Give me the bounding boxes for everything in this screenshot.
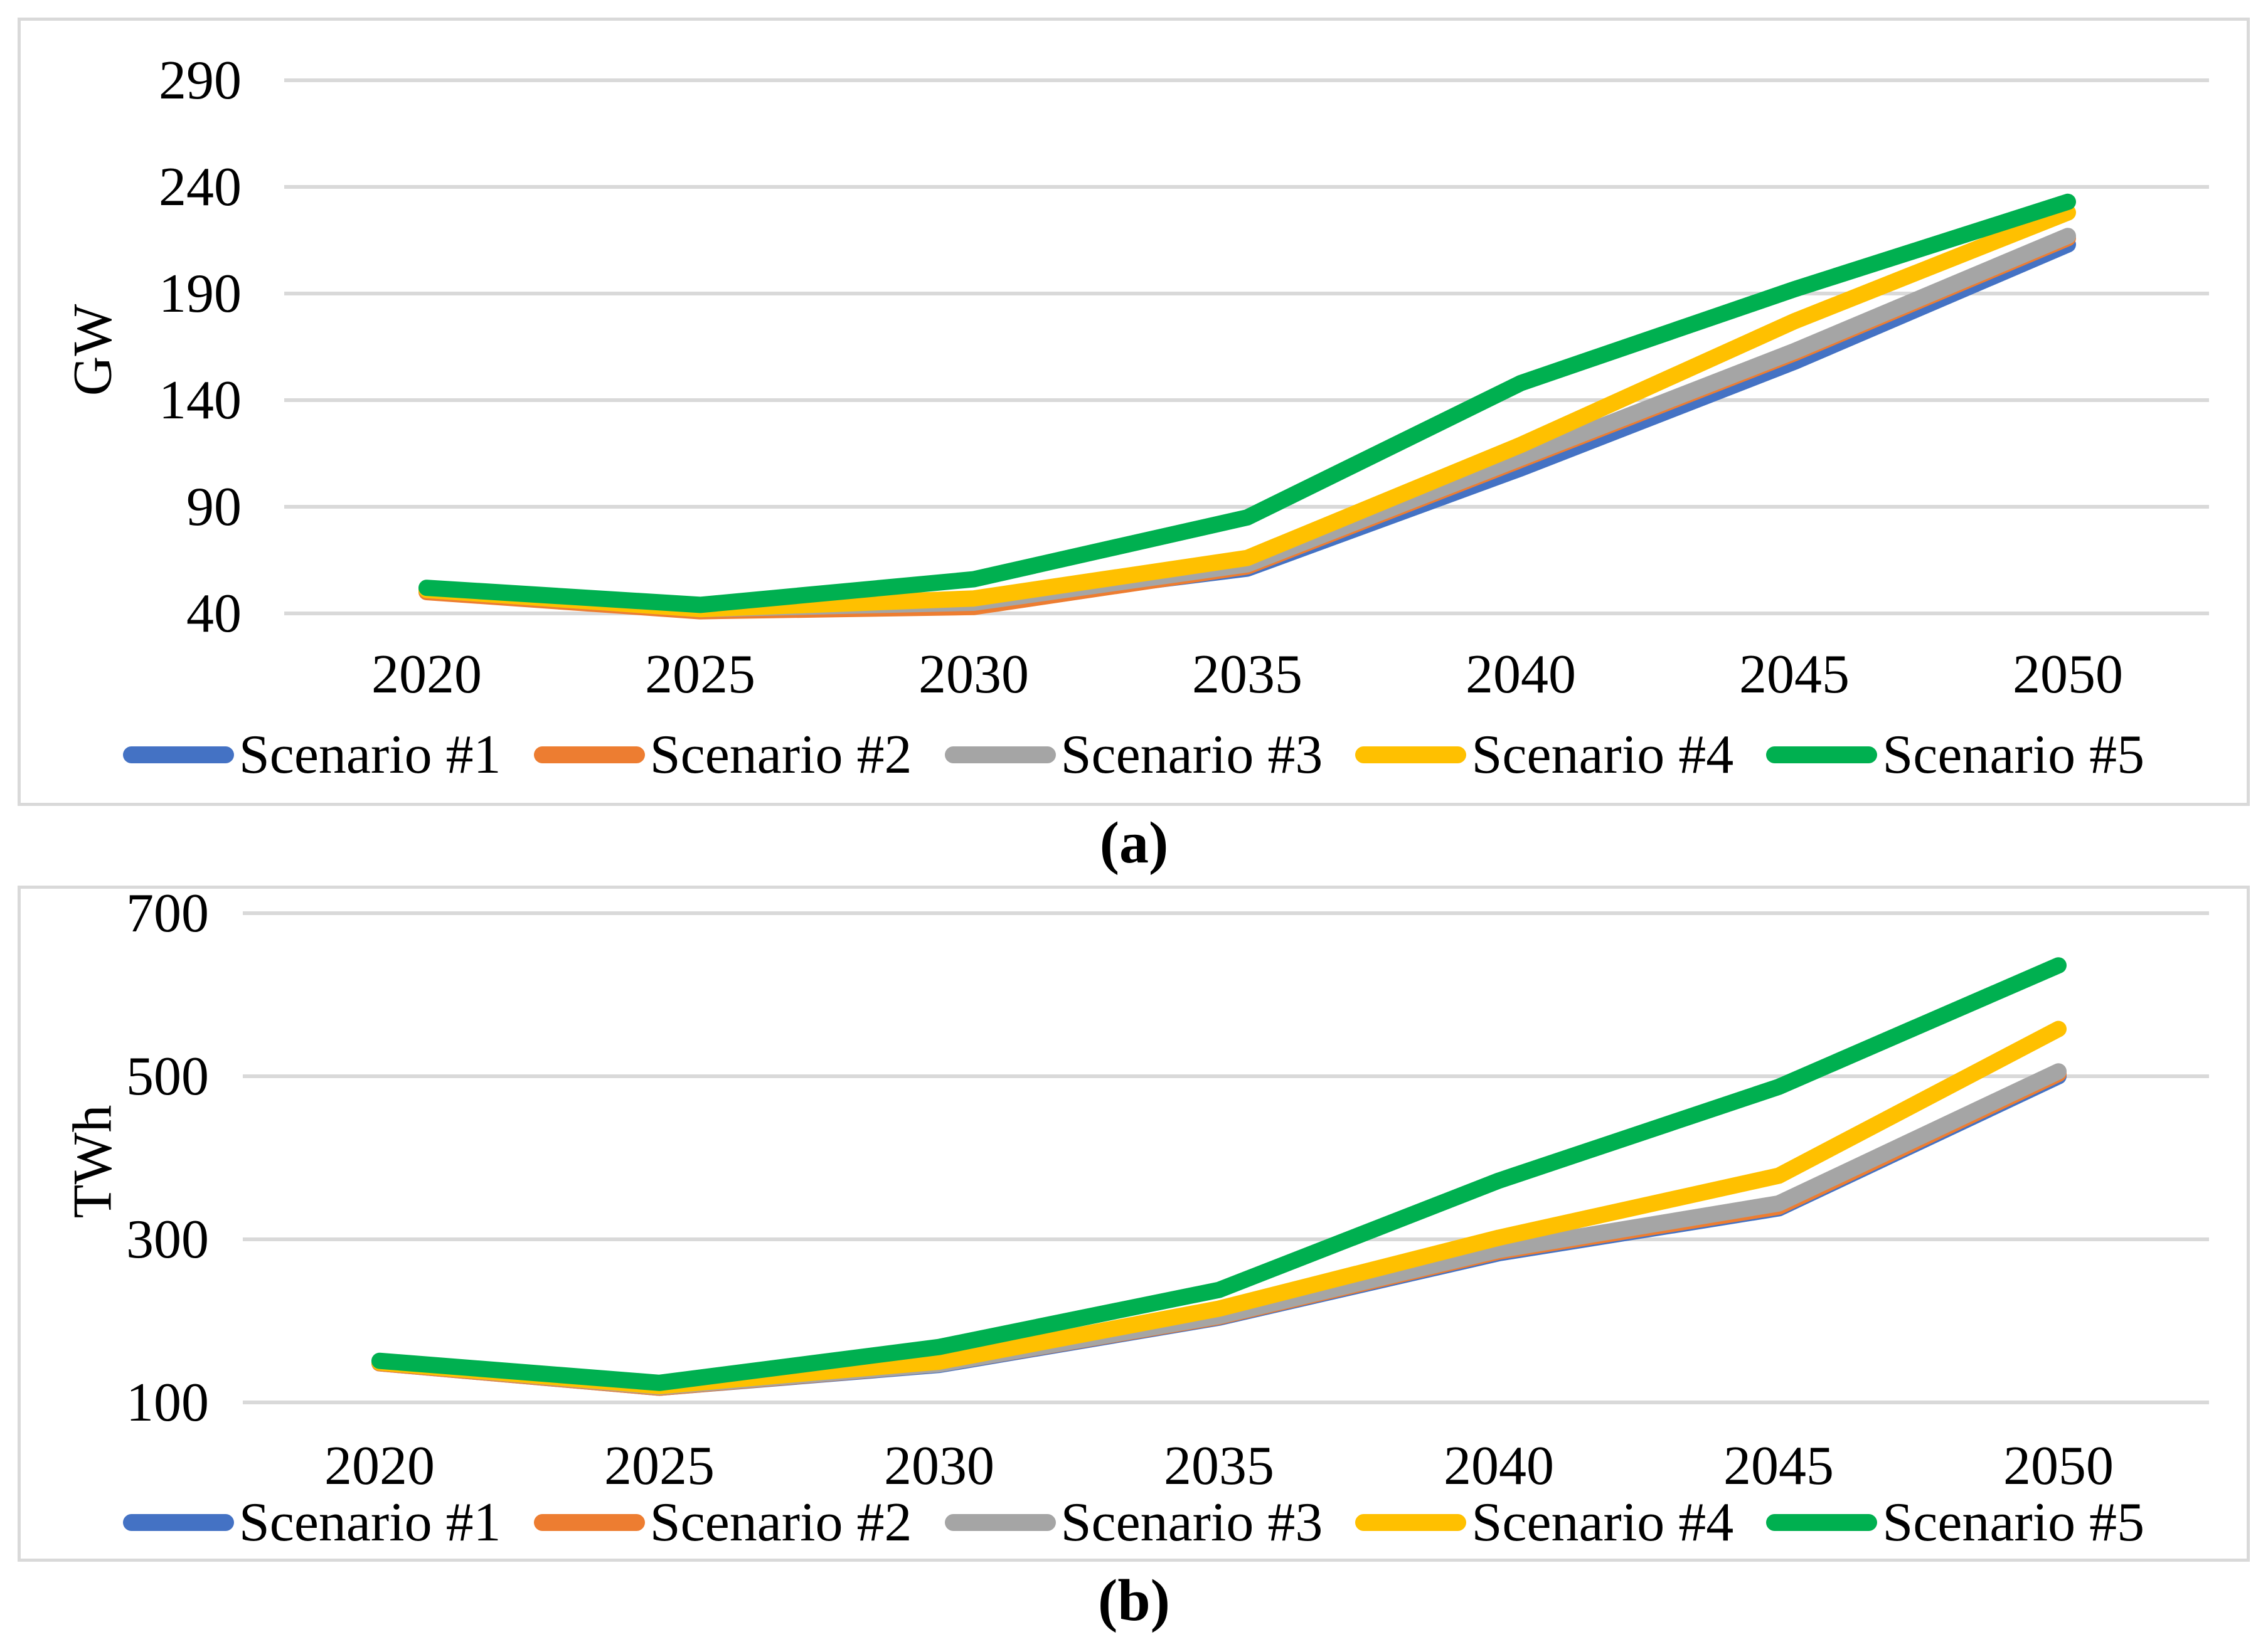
legend-item-scenario-1: Scenario #1: [122, 1491, 501, 1554]
legend-swatch-scenario-4: [1355, 746, 1467, 763]
y-tick-label: 40: [186, 583, 242, 644]
caption-a: (a): [1099, 810, 1169, 876]
x-tick-label: 2035: [1192, 644, 1302, 705]
legend-item-scenario-3: Scenario #3: [944, 723, 1323, 787]
legend-item-scenario-2: Scenario #2: [533, 1491, 912, 1554]
legend-label: Scenario #3: [1060, 1491, 1323, 1553]
legend-item-scenario-1: Scenario #1: [122, 723, 501, 787]
chart-a-plot: 290 240 190 140 90 40 2020 2025 2030 2035 2040 2045…: [159, 50, 2209, 705]
series-line-scenario-5: [371, 957, 2067, 1391]
legend-item-scenario-2: Scenario #2: [533, 723, 912, 787]
legend-swatch-scenario-2: [533, 1513, 645, 1531]
x-tick-label: 2035: [1164, 1436, 1274, 1496]
y-tick-label: 290: [159, 50, 242, 111]
x-tick-label: 2025: [645, 644, 755, 705]
chart-b-panel: 700 500 300 100 2020 2025 2030 2035 2040 2045 2050…: [18, 886, 2250, 1562]
x-tick-label: 2050: [2013, 644, 2123, 705]
legend-label: Scenario #1: [238, 724, 501, 785]
x-tick-label: 2040: [1444, 1436, 1554, 1496]
legend-swatch-scenario-4: [1355, 1513, 1467, 1531]
chart-a-panel: 290 240 190 140 90 40 2020 2025 2030 2035 2040 2045…: [18, 18, 2250, 806]
legend-swatch-scenario-5: [1766, 1513, 1878, 1531]
legend-swatch-scenario-3: [944, 1513, 1056, 1531]
legend-item-scenario-5: Scenario #5: [1766, 723, 2144, 787]
legend-label: Scenario #3: [1060, 724, 1323, 785]
legend-item-scenario-3: Scenario #3: [944, 1491, 1323, 1554]
chart-a-y-axis-title: GW: [62, 304, 124, 396]
chart-b-y-axis-title: TWh: [62, 1104, 124, 1219]
legend-swatch-scenario-5: [1766, 746, 1878, 763]
chart-b-legend: Scenario #1 Scenario #2 Scenario #3 Scen…: [21, 1492, 2247, 1553]
caption-b: (b): [1098, 1568, 1170, 1633]
chart-b-plot: 700 500 300 100 2020 2025 2030 2035 2040 2045 2050: [126, 889, 2209, 1496]
y-tick-label: 300: [126, 1209, 209, 1270]
legend-label: Scenario #5: [1882, 1491, 2145, 1553]
x-tick-label: 2020: [324, 1436, 435, 1496]
legend-label: Scenario #2: [649, 724, 912, 785]
legend-swatch-scenario-1: [122, 1513, 234, 1531]
y-tick-label: 500: [126, 1046, 209, 1107]
chart-a-legend: Scenario #1 Scenario #2 Scenario #3 Scen…: [21, 724, 2247, 785]
x-tick-label: 2045: [1739, 644, 1850, 705]
legend-item-scenario-5: Scenario #5: [1766, 1491, 2144, 1554]
legend-swatch-scenario-1: [122, 746, 234, 763]
legend-label: Scenario #2: [649, 1491, 912, 1553]
y-tick-label: 240: [159, 157, 242, 218]
x-tick-label: 2030: [918, 644, 1029, 705]
legend-label: Scenario #4: [1471, 724, 1734, 785]
legend-item-scenario-4: Scenario #4: [1355, 723, 1733, 787]
legend-item-scenario-4: Scenario #4: [1355, 1491, 1733, 1554]
y-tick-label: 140: [159, 370, 242, 431]
series-line-scenario-5: [418, 193, 2076, 613]
y-tick-label: 700: [126, 889, 209, 944]
y-tick-label: 90: [186, 477, 242, 538]
x-tick-label: 2040: [1466, 644, 1576, 705]
y-tick-label: 100: [126, 1372, 209, 1433]
legend-label: Scenario #1: [238, 1491, 501, 1553]
legend-label: Scenario #4: [1471, 1491, 1734, 1553]
legend-swatch-scenario-2: [533, 746, 645, 763]
series-line-scenario-3: [371, 1063, 2067, 1396]
x-tick-label: 2020: [371, 644, 482, 705]
x-tick-label: 2030: [884, 1436, 994, 1496]
x-tick-label: 2050: [2003, 1436, 2114, 1496]
legend-label: Scenario #5: [1882, 724, 2145, 785]
x-tick-label: 2045: [1723, 1436, 1834, 1496]
y-tick-label: 190: [159, 263, 242, 324]
series-line-scenario-2: [371, 1066, 2067, 1396]
legend-swatch-scenario-3: [944, 746, 1056, 763]
x-tick-label: 2025: [604, 1436, 715, 1496]
series-line-scenario-1: [371, 1068, 2067, 1396]
